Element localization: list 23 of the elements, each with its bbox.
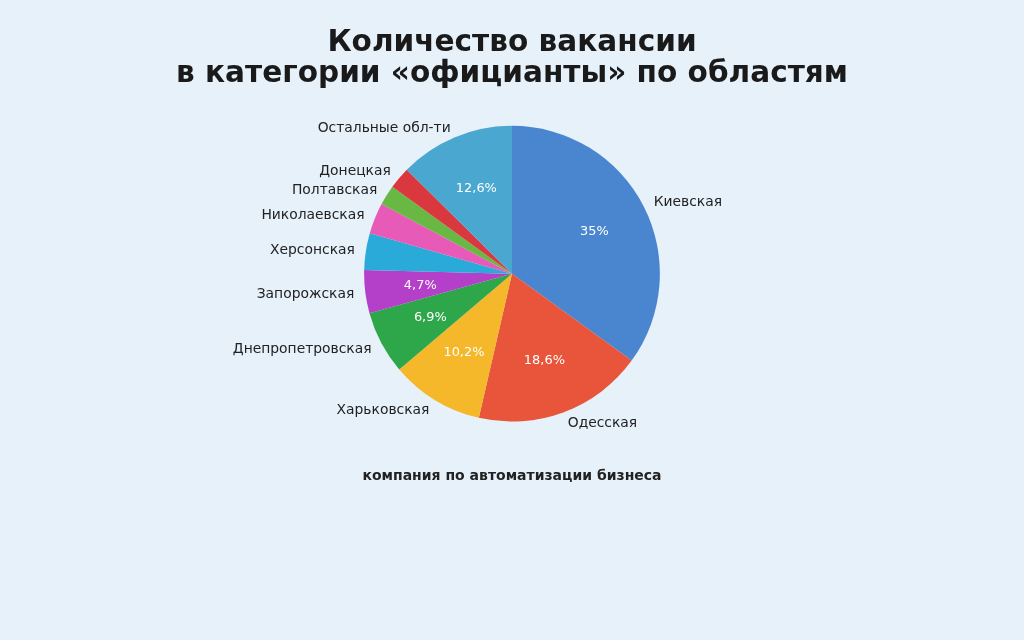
slice-label: Запорожская <box>256 284 355 301</box>
slice-label: Николаевская <box>261 205 365 222</box>
slice-label: Херсонская <box>270 241 355 258</box>
data-label: 12,6% <box>455 180 497 196</box>
pie-slice <box>369 273 512 370</box>
slice-label: Харьковская <box>336 401 430 418</box>
pie-slice <box>364 269 512 314</box>
chart-title: Количество вакансии в категории «официанты» по областям <box>176 23 848 90</box>
slice-label: Днепропетровская <box>232 339 372 356</box>
pie-slice <box>392 169 512 274</box>
data-label: 4,7% <box>403 276 437 292</box>
data-label: 35% <box>579 223 609 239</box>
slice-label: Киевская <box>653 193 723 210</box>
pie-slice <box>369 204 512 274</box>
slice-label: Остальные обл-ти <box>317 118 451 135</box>
data-label: 10,2% <box>443 344 485 360</box>
text: компания по автоматизации бизнеса <box>361 467 663 483</box>
slice-label: Одесская <box>567 414 638 431</box>
pie-slice <box>364 233 512 274</box>
data-label: 18,6% <box>523 351 565 367</box>
slice-label: Полтавская <box>291 180 378 197</box>
slice-label: Донецкая <box>319 162 391 179</box>
data-label: 6,9% <box>413 308 447 324</box>
